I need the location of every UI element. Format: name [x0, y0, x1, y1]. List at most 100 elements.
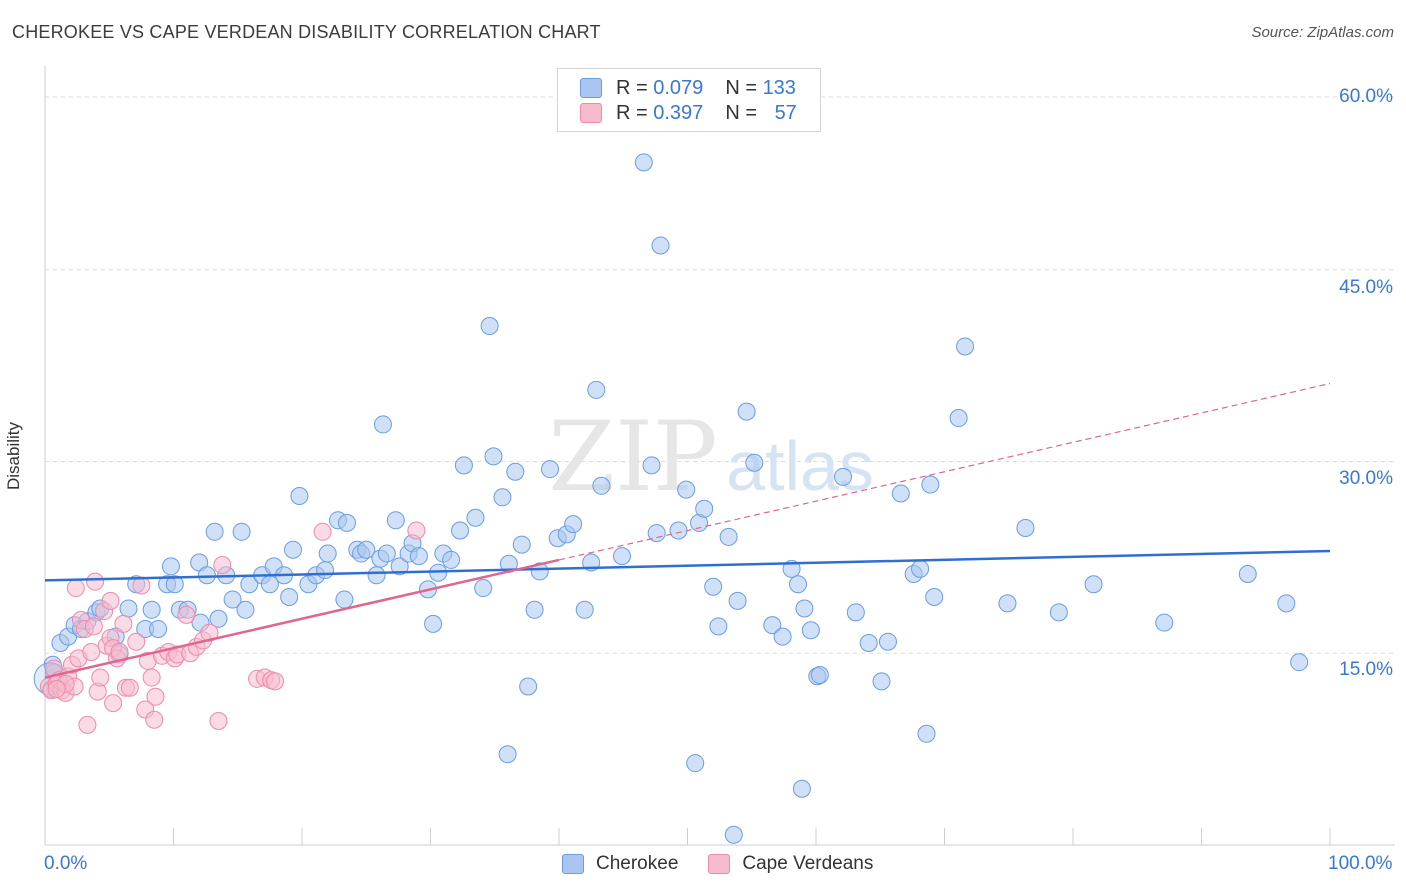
legend-n-value: 133	[762, 76, 796, 99]
axes	[44, 66, 1395, 846]
legend-r-value: 0.397	[653, 101, 704, 124]
data-point	[695, 499, 714, 518]
data-point	[142, 600, 161, 619]
data-point	[917, 724, 936, 743]
data-point	[480, 316, 499, 335]
data-point	[724, 825, 743, 844]
legend-swatch	[580, 103, 602, 123]
data-point	[78, 715, 97, 734]
legend-label-cherokee: Cherokee	[596, 853, 679, 874]
series-cherokee-points	[33, 153, 1309, 844]
data-point	[956, 337, 975, 356]
data-point	[205, 522, 224, 541]
data-point	[1290, 653, 1309, 672]
data-point	[161, 557, 180, 576]
data-point	[120, 678, 139, 697]
data-point	[484, 447, 503, 466]
data-point	[127, 632, 146, 651]
data-point	[833, 467, 852, 486]
data-point	[921, 475, 940, 494]
data-point	[165, 575, 184, 594]
data-point	[335, 590, 354, 609]
data-point	[313, 522, 332, 541]
legend-r-label: R =	[616, 76, 654, 99]
data-point	[367, 566, 386, 585]
data-point	[104, 694, 123, 713]
data-point	[810, 665, 829, 684]
data-point	[451, 521, 470, 540]
x-tick-label: 0.0%	[44, 853, 88, 874]
data-point	[145, 710, 164, 729]
data-point	[719, 527, 738, 546]
data-point	[223, 590, 242, 609]
data-point	[789, 575, 808, 594]
data-point	[925, 588, 944, 607]
data-point	[373, 415, 392, 434]
data-point	[1238, 564, 1257, 583]
legend-n-label: N =	[725, 101, 763, 124]
data-point	[66, 579, 85, 598]
legend-n-value: 57	[774, 101, 797, 124]
data-point	[493, 488, 512, 507]
data-point	[859, 634, 878, 653]
data-point	[232, 522, 251, 541]
data-point	[266, 672, 285, 691]
data-point	[1084, 575, 1103, 594]
data-point	[280, 588, 299, 607]
data-point	[200, 623, 219, 642]
data-point	[728, 591, 747, 610]
data-point	[142, 668, 161, 687]
data-point	[642, 456, 661, 475]
trend-lines	[44, 382, 1331, 679]
data-point	[1155, 613, 1174, 632]
data-point	[424, 614, 443, 633]
data-point	[407, 521, 426, 540]
data-point	[878, 632, 897, 651]
data-point	[82, 642, 101, 661]
data-point	[737, 402, 756, 421]
legend: R = 0.079 N = 133 R = 0.397 N = 57	[557, 68, 821, 132]
legend-swatch-cherokee	[562, 854, 584, 874]
data-point	[792, 779, 811, 798]
data-point	[213, 556, 232, 575]
y-tick-label: 30.0%	[1339, 468, 1393, 489]
data-point	[592, 476, 611, 495]
data-point	[357, 540, 376, 559]
data-point	[377, 544, 396, 563]
trend-line-cape-verdeans	[44, 558, 560, 679]
data-point	[872, 672, 891, 691]
data-point	[316, 561, 335, 580]
data-point	[846, 603, 865, 622]
y-axis-label: Disability	[4, 421, 23, 491]
data-point	[114, 614, 133, 633]
data-point	[236, 600, 255, 619]
data-point	[709, 617, 728, 636]
data-point	[284, 540, 303, 559]
data-point	[209, 712, 228, 731]
legend-n-label: N =	[725, 76, 763, 99]
data-point	[745, 453, 764, 472]
data-point	[197, 566, 216, 585]
data-point	[84, 617, 103, 636]
data-point	[149, 619, 168, 638]
source-label: Source: ZipAtlas.com	[1251, 24, 1394, 41]
bottom-legend: Cherokee Cape Verdeans	[562, 853, 873, 875]
data-point	[891, 484, 910, 503]
data-point	[498, 745, 517, 764]
data-point	[949, 409, 968, 428]
watermark: ZIP atlas	[548, 401, 874, 513]
data-point	[1049, 603, 1068, 622]
data-point	[634, 153, 653, 172]
data-point	[587, 380, 606, 399]
y-tick-label: 15.0%	[1339, 659, 1393, 680]
data-point	[564, 515, 583, 534]
data-point	[763, 616, 782, 635]
data-point	[651, 236, 670, 255]
y-tick-label: 60.0%	[1339, 86, 1393, 107]
data-point	[773, 627, 792, 646]
data-point	[209, 609, 228, 628]
data-point	[541, 460, 560, 479]
data-point	[530, 562, 549, 581]
trend-line-cherokee	[44, 549, 1331, 582]
data-point	[677, 480, 696, 499]
